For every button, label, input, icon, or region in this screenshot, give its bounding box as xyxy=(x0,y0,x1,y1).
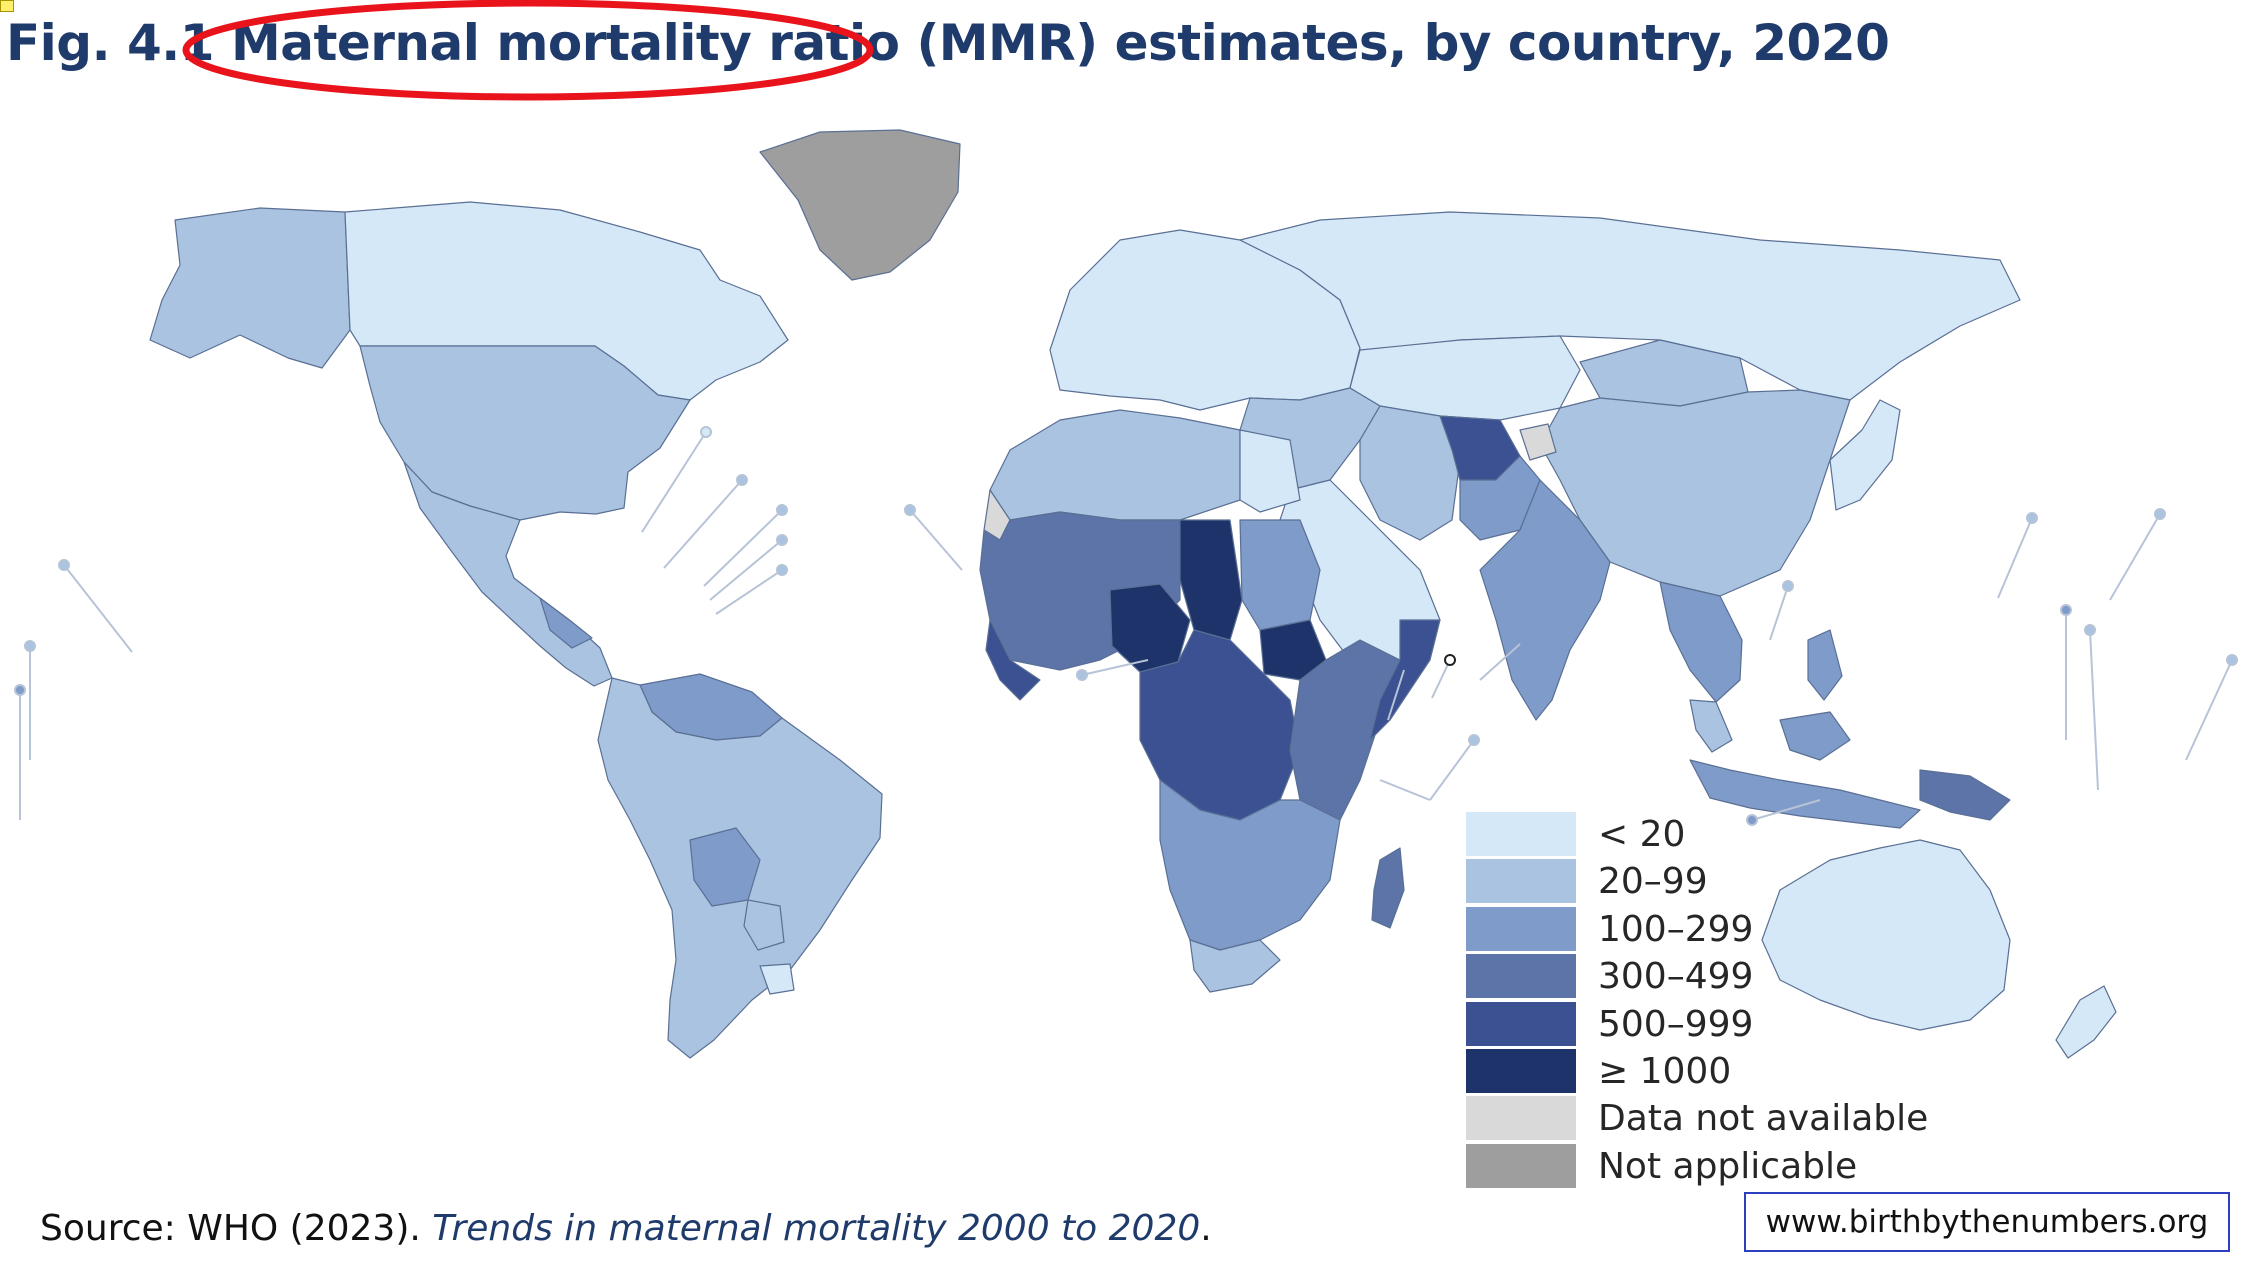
callout-line xyxy=(1387,669,1405,721)
legend-label: < 20 xyxy=(1598,814,1686,855)
region-new-zealand xyxy=(2055,985,2117,1059)
callout-dot xyxy=(776,504,788,516)
legend-item: ≥ 1000 xyxy=(1466,1049,2166,1095)
legend-swatch xyxy=(1466,954,1576,999)
legend-label: 100–299 xyxy=(1598,908,1754,950)
region-uruguay xyxy=(759,963,795,995)
region-alaska xyxy=(149,207,351,369)
region-guatemala-honduras xyxy=(539,597,593,649)
legend-label: Data not available xyxy=(1598,1098,1929,1140)
region-somalia xyxy=(1369,619,1441,741)
callout-dot xyxy=(58,559,70,571)
callout-dot xyxy=(736,474,748,486)
callout-dot xyxy=(776,534,788,546)
legend-swatch xyxy=(1466,1049,1576,1093)
callout-line xyxy=(1081,659,1149,676)
callout-line xyxy=(2109,513,2161,601)
legend-label: ≥ 1000 xyxy=(1598,1051,1732,1092)
region-japan-korea xyxy=(1829,399,1901,511)
legend-swatch xyxy=(1466,1143,1576,1188)
callout-dot xyxy=(2154,508,2166,520)
region-philippines xyxy=(1807,629,1843,701)
callout-dot xyxy=(776,564,788,576)
callout-dot xyxy=(2226,654,2238,666)
region-kashmir xyxy=(1519,423,1557,461)
callout-line xyxy=(2089,629,2099,791)
callout-dot xyxy=(2026,512,2038,524)
region-china xyxy=(1539,389,1851,597)
callout-dot xyxy=(1746,814,1758,826)
callout-line xyxy=(641,431,707,533)
region-usa xyxy=(359,345,691,521)
region-north-africa xyxy=(989,409,1241,521)
region-southeast-asia xyxy=(1659,581,1743,703)
website-box: www.birthbythenumbers.org xyxy=(1744,1192,2230,1252)
legend-item: 500–999 xyxy=(1466,1001,2166,1048)
legend-label: 300–499 xyxy=(1598,956,1754,998)
region-malaysia xyxy=(1689,699,1733,753)
callout-line xyxy=(909,509,963,571)
callout-dot xyxy=(24,640,36,652)
callout-line xyxy=(1997,517,2033,599)
legend-label: 500–999 xyxy=(1598,1003,1754,1045)
region-indonesia xyxy=(1689,711,1921,829)
title-highlight-ellipse xyxy=(182,0,874,101)
callout-line xyxy=(1479,643,1521,681)
legend-item: 20–99 xyxy=(1466,859,2166,905)
legend-swatch xyxy=(1466,812,1576,856)
callout-dot xyxy=(1782,580,1794,592)
source-title: Trends in maternal mortality 2000 to 202… xyxy=(432,1208,1201,1249)
region-papua-new-guinea xyxy=(1919,769,2011,821)
region-madagascar xyxy=(1371,847,1405,929)
figure-title: Fig. 4.1 Maternal mortality ratio (MMR) … xyxy=(6,14,1890,72)
callout-dot xyxy=(1444,654,1456,666)
region-south-africa xyxy=(1189,939,1281,993)
legend-label: Not applicable xyxy=(1598,1145,1858,1187)
legend-item: 100–299 xyxy=(1466,906,2166,953)
legend-swatch xyxy=(1466,859,1576,904)
region-australia xyxy=(1761,839,2011,1031)
region-east-africa xyxy=(1289,639,1401,821)
legend-swatch xyxy=(1466,1096,1576,1141)
legend-item: < 20 xyxy=(1466,812,2166,858)
region-southern-africa xyxy=(1159,779,1341,951)
callout-dot xyxy=(700,426,712,438)
callout-dot xyxy=(904,504,916,516)
callout-line xyxy=(703,509,783,587)
callout-line xyxy=(2185,659,2233,761)
legend-label: 20–99 xyxy=(1598,861,1708,903)
callout-dot xyxy=(14,684,26,696)
source-suffix: . xyxy=(1200,1208,1212,1249)
callout-line xyxy=(715,569,783,615)
legend-swatch xyxy=(1466,906,1576,951)
callout-dot xyxy=(1076,669,1088,681)
callout-line xyxy=(1379,779,1431,801)
region-iran xyxy=(1359,405,1461,541)
source-citation: Source: WHO (2023). Trends in maternal m… xyxy=(40,1208,1212,1249)
legend-swatch xyxy=(1466,1001,1576,1046)
region-egypt xyxy=(1239,429,1301,513)
callout-line xyxy=(1751,799,1821,821)
legend-item: Data not available xyxy=(1466,1096,2166,1142)
callout-line xyxy=(1769,585,1789,641)
red-annotation-ellipse xyxy=(182,0,874,101)
annotation-marker xyxy=(0,0,14,12)
callout-line xyxy=(663,479,743,569)
callout-line xyxy=(63,564,133,653)
world-map xyxy=(14,129,2238,1059)
legend-item: Not applicable xyxy=(1466,1143,2166,1190)
callout-line xyxy=(1429,739,1475,801)
callout-dot xyxy=(1468,734,1480,746)
callout-dot xyxy=(2084,624,2096,636)
source-prefix: Source: WHO (2023). xyxy=(40,1208,433,1249)
region-greenland xyxy=(759,129,961,281)
region-india xyxy=(1479,479,1611,721)
legend-item: 300–499 xyxy=(1466,954,2166,1000)
callout-line xyxy=(1431,659,1451,699)
region-guinea-sierra-leone xyxy=(985,619,1041,701)
region-paraguay xyxy=(743,899,785,951)
callout-dot xyxy=(2060,604,2072,616)
callout-line xyxy=(709,539,783,601)
